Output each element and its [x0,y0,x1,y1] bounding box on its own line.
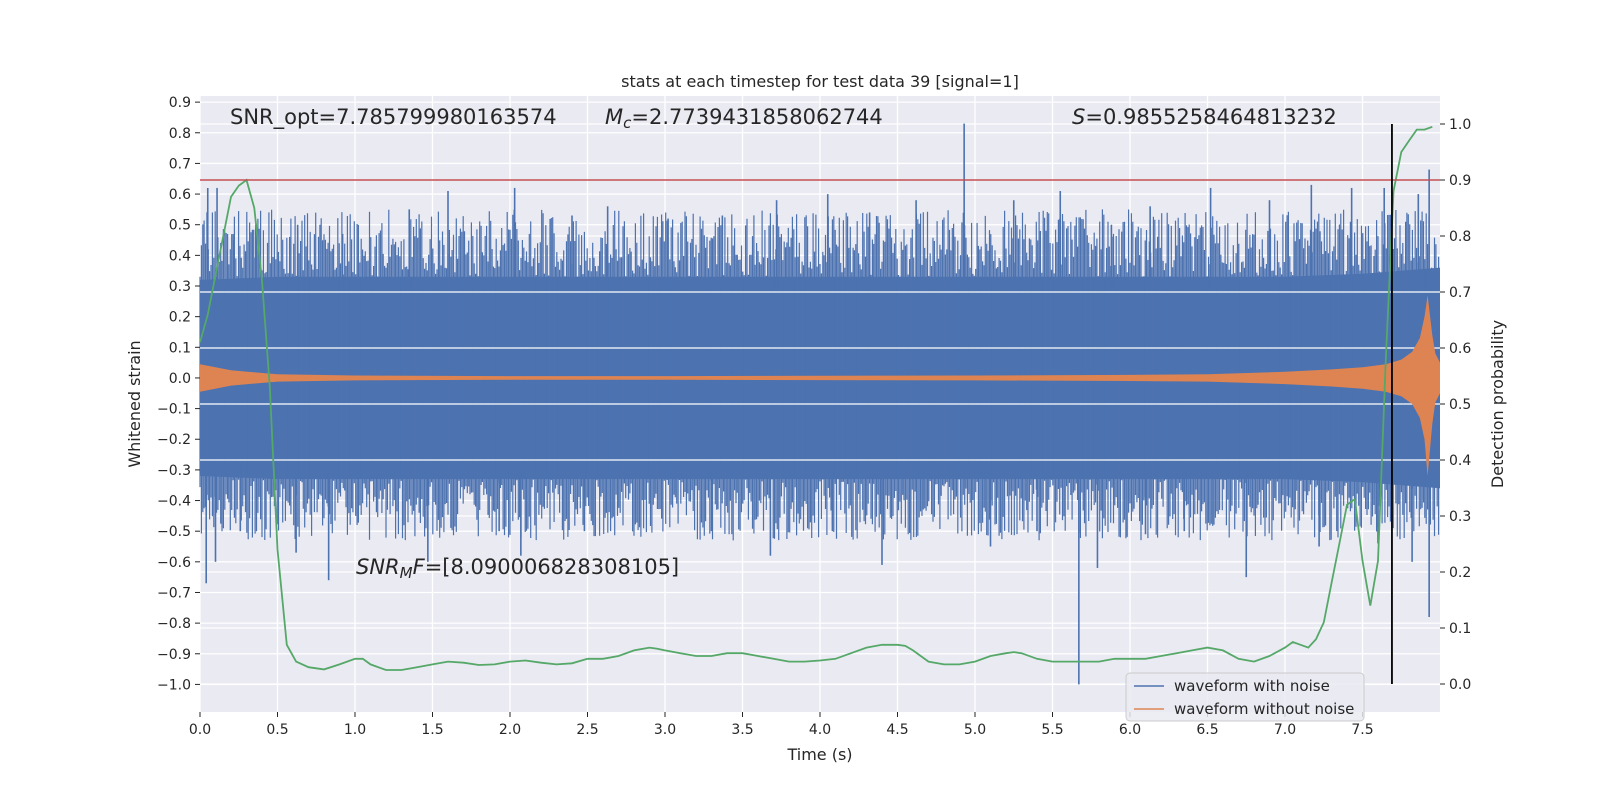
y-tick-label: 0.1 [169,340,191,356]
y-tick-label: −0.6 [157,555,191,571]
series-detection-probability [199,125,1433,671]
y2-tick-label: 1.0 [1449,117,1471,133]
y2-axis-label: Detection probability [1488,320,1507,488]
y-tick-label: −0.5 [157,524,191,540]
annotation-chirp-mass: Mc=2.7739431858062744 [605,105,883,132]
x-tick-label: 1.5 [421,722,443,738]
y2-tick-label: 0.2 [1449,565,1471,581]
y-tick-label: 0.8 [169,126,191,142]
y2-tick-label: 0.8 [1449,229,1471,245]
x-tick-label: 2.0 [499,722,521,738]
y-tick-label: 0.2 [169,310,191,326]
y2-tick-label: 0.9 [1449,173,1471,189]
snrmf-symbol: SNR [356,555,400,579]
x-tick-label: 6.5 [1196,722,1218,738]
y-tick-label: −0.9 [157,647,191,663]
chart-title: stats at each timestep for test data 39 … [621,72,1019,91]
y2-tick-label: 0.5 [1449,397,1471,413]
y2-tick-label: 0.3 [1449,509,1471,525]
y-tick-label: −0.3 [157,463,191,479]
reference-lines [200,124,1440,684]
legend-label-without-noise: waveform without noise [1174,700,1354,718]
y2-tick-label: 0.7 [1449,285,1471,301]
y-tick-label: 0.0 [169,371,191,387]
y-tick-label: 0.5 [169,218,191,234]
annotation-snr-mf: SNRMF=[8.090006828308105] [356,555,679,582]
legend-label-with-noise: waveform with noise [1174,677,1330,695]
y-tick-label: −0.4 [157,494,191,510]
s-value: =0.9855258464813232 [1085,105,1336,129]
x-tick-label: 3.0 [654,722,676,738]
y-tick-label: −0.8 [157,616,191,632]
tick-labels: 0.0 0.5 1.0 1.5 2.0 2.5 3.0 3.5 4.0 4.5 5.0 5.5 6.0 6… [157,95,1471,738]
x-tick-label: 5.0 [964,722,986,738]
annotation-s: S=0.9855258464813232 [1072,105,1337,129]
y-tick-label: −0.2 [157,432,191,448]
y2-tick-label: 0.4 [1449,453,1471,469]
x-tick-label: 6.0 [1119,722,1141,738]
mc-symbol: M [605,105,623,129]
y-tick-label: −0.1 [157,402,191,418]
x-tick-label: 7.5 [1351,722,1373,738]
x-tick-label: 4.5 [886,722,908,738]
x-tick-label: 0.5 [266,722,288,738]
x-tick-label: 0.0 [189,722,211,738]
y2-tick-label: 0.0 [1449,677,1471,693]
mc-subscript: c [623,114,632,132]
y2-tick-label: 0.6 [1449,341,1471,357]
x-tick-label: 7.0 [1274,722,1296,738]
legend: waveform with noise waveform without noi… [1125,672,1365,722]
y-tick-label: −0.7 [157,585,191,601]
snrmf-value: =[8.090006828308105] [425,555,679,579]
x-tick-label: 2.5 [576,722,598,738]
x-tick-label: 4.0 [809,722,831,738]
y-tick-label: −1.0 [157,677,191,693]
x-tick-label: 3.5 [731,722,753,738]
y-tick-label: 0.6 [169,187,191,203]
snrmf-subscript: M [400,564,413,582]
x-tick-label: 5.5 [1041,722,1063,738]
legend-box [1125,672,1365,722]
y-tick-label: 0.4 [169,248,191,264]
y-axis-label: Whitened strain [125,340,144,467]
mc-value: =2.7739431858062744 [631,105,882,129]
y-tick-label: 0.3 [169,279,191,295]
s-symbol: S [1072,105,1085,129]
y-tick-label: 0.9 [169,95,191,111]
y-tick-label: 0.7 [169,156,191,172]
x-tick-label: 1.0 [344,722,366,738]
probability-line [199,125,1433,671]
snrmf-f: F [413,555,426,579]
annotation-snr-opt: SNR_opt=7.785799980163574 [230,105,557,130]
y2-tick-label: 0.1 [1449,621,1471,637]
x-axis-label: Time (s) [786,745,852,764]
